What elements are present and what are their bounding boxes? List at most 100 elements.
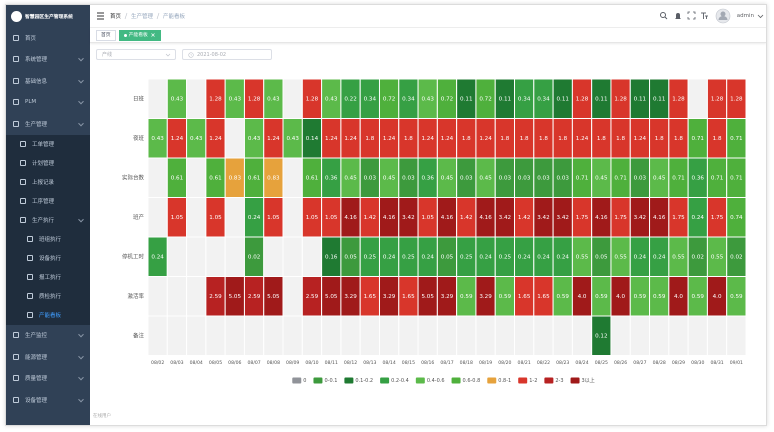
menu-item[interactable]: 系统管理 (6, 49, 90, 71)
user-caret (757, 14, 764, 19)
cell-label: 2.59 (306, 294, 319, 300)
empty-cell (282, 315, 303, 356)
filters: 产线 2021-08-02 (96, 49, 272, 60)
cell-label: 1.8 (616, 136, 625, 142)
x-tick-label: 08/05 (209, 360, 222, 366)
cell-label: 0.72 (479, 96, 491, 102)
cell-label: 0.34 (537, 96, 550, 102)
menu-item[interactable]: 计划管理 (6, 153, 90, 173)
cell-label: 1.05 (267, 215, 280, 221)
menu-item[interactable]: 质量管理 (6, 368, 90, 390)
cell-label: 0.43 (229, 96, 242, 102)
cell-label: 1.8 (597, 136, 606, 142)
menu-item[interactable]: 上报记录 (6, 172, 90, 192)
menu-item[interactable]: 产能看板 (6, 305, 90, 325)
cell-label: 1.8 (404, 136, 413, 142)
x-tick-label: 08/27 (633, 360, 646, 366)
cell-label: 0.55 (672, 254, 685, 260)
empty-cell (494, 315, 516, 356)
cell-label: 0.72 (441, 96, 453, 102)
cell-label: 0.43 (171, 96, 184, 102)
cell-label: 0.05 (595, 254, 608, 260)
menu-item[interactable]: 生产管理 (6, 113, 90, 135)
tags-view: 首页 产能看板 (90, 28, 766, 43)
menu-item[interactable]: 设备管理 (6, 389, 90, 411)
menu-item[interactable]: 生产监控 (6, 325, 90, 347)
menu-icon (13, 77, 19, 84)
menu-icon (13, 375, 19, 382)
legend-label: 2-3 (555, 378, 563, 384)
cell-label: 4.16 (595, 215, 608, 221)
line-select[interactable]: 产线 (96, 49, 176, 60)
cell-label: 0.03 (557, 175, 570, 181)
menu-item[interactable]: 基础信息 (6, 70, 90, 92)
cell-label: 1.24 (267, 136, 280, 142)
x-tick-label: 08/09 (286, 360, 299, 366)
cell-label: 0.59 (460, 294, 473, 300)
tag-active[interactable]: 产能看板 (118, 29, 161, 41)
menu-icon (13, 99, 19, 106)
menu-label: PLM (25, 99, 37, 106)
cell-label: 0.02 (692, 254, 704, 260)
empty-cell (668, 315, 689, 356)
cell-label: 0.34 (518, 96, 531, 102)
menu-item[interactable]: 质检执行 (6, 286, 90, 306)
cell-label: 5.05 (325, 294, 338, 300)
menu-item[interactable]: 能源管理 (6, 346, 90, 368)
cell-label: 0.71 (672, 175, 685, 181)
menu-arrow (78, 77, 84, 84)
cell-label: 0.14 (306, 136, 319, 142)
legend-swatch (415, 377, 425, 384)
breadcrumb-item[interactable]: 生产管理 (131, 14, 154, 20)
menu-item[interactable]: 班组执行 (6, 229, 90, 249)
x-tick-label: 08/12 (344, 360, 357, 366)
menu-item[interactable]: 工单管理 (6, 134, 90, 154)
cell-label: 1.05 (421, 215, 434, 221)
cell-label: 0.43 (190, 136, 203, 142)
menu-label: 报工执行 (39, 275, 62, 281)
cell-label: 1.28 (209, 96, 222, 102)
tag[interactable]: 首页 (96, 29, 116, 41)
empty-cell (301, 315, 323, 356)
menu-icon (27, 274, 33, 280)
user-name[interactable]: admin (736, 13, 754, 19)
x-tick-label: 08/25 (595, 360, 608, 366)
x-tick-label: 08/22 (537, 360, 550, 366)
legend-swatch (451, 377, 461, 384)
menu-item[interactable]: 生产执行 (6, 210, 90, 230)
cell-label: 1.24 (421, 136, 434, 142)
legend-label: 0.6-0.8 (463, 378, 481, 384)
empty-cell (417, 315, 438, 356)
cell-label: 0.24 (383, 254, 396, 260)
cell-label: 0.34 (402, 96, 415, 102)
cell-label: 0.74 (730, 215, 743, 221)
breadcrumb-item[interactable]: 首页 (110, 14, 122, 20)
menu-item[interactable]: 工序管理 (6, 191, 90, 211)
x-tick-label: 08/21 (518, 360, 531, 366)
logo: 智慧园区生产管理系统 (6, 5, 90, 27)
menu-icon (20, 141, 26, 147)
menu-item[interactable]: 首页 (6, 27, 90, 49)
empty-cell (186, 78, 207, 119)
hamburger[interactable] (90, 5, 110, 27)
cell-label: 4.0 (674, 294, 683, 300)
breadcrumb-item[interactable]: 产能看板 (163, 14, 186, 20)
menu-arrow (78, 396, 84, 403)
cell-label: 2.59 (248, 294, 261, 300)
cell-label: 3.29 (479, 294, 492, 300)
cell-label: 3.42 (499, 215, 511, 221)
legend-label: 0 (303, 378, 306, 384)
cell-label: 0.11 (499, 96, 512, 102)
breadcrumb: 首页 生产管理 产能看板 (110, 12, 185, 20)
cell-label: 0.59 (595, 294, 608, 300)
tag-close[interactable] (150, 32, 156, 38)
cell-label: 3.42 (537, 215, 549, 221)
cell-label: 0.43 (248, 136, 261, 142)
row-label: 备注 (133, 331, 145, 339)
cell-label: 0.25 (460, 254, 473, 260)
legend-swatch (570, 377, 580, 384)
menu-item[interactable]: PLM (6, 92, 90, 114)
date-picker[interactable]: 2021-08-02 (182, 49, 272, 60)
menu-item[interactable]: 设备执行 (6, 248, 90, 268)
menu-item[interactable]: 报工执行 (6, 267, 90, 287)
